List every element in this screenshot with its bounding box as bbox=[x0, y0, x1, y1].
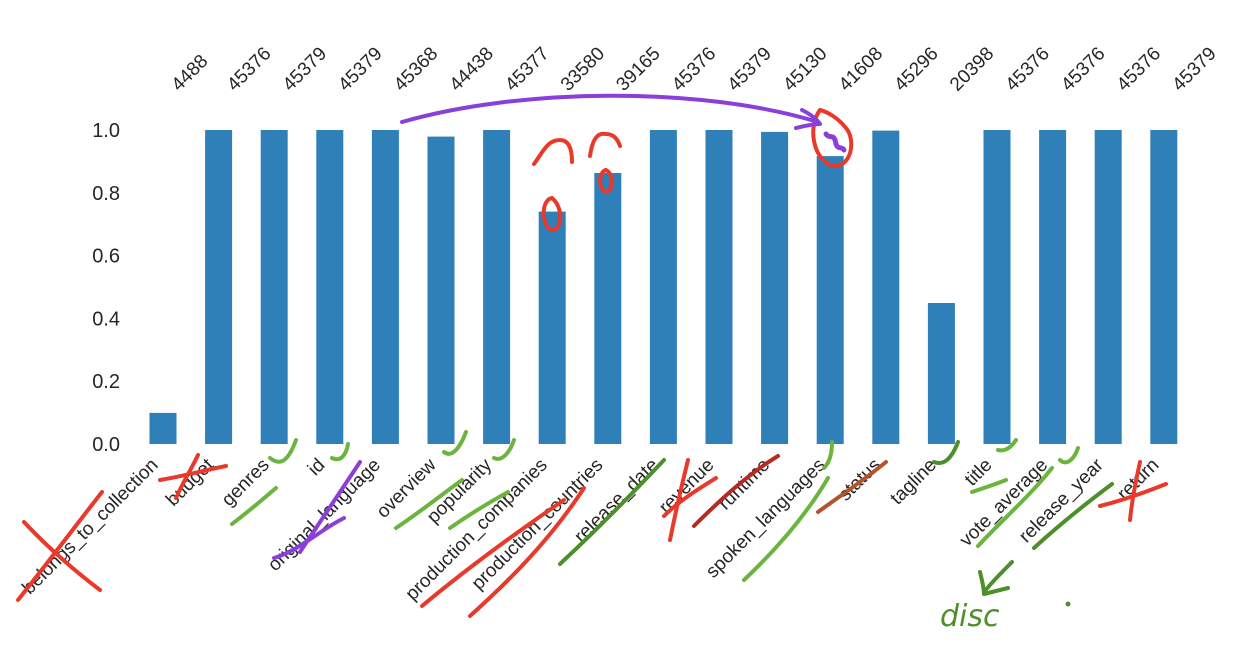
y-axis: 0.0 0.2 0.4 0.6 0.8 1.0 bbox=[92, 120, 120, 456]
count-label: 33580 bbox=[557, 43, 609, 95]
count-label: 41608 bbox=[835, 43, 887, 95]
count-label: 45377 bbox=[501, 43, 553, 95]
count-label: 39165 bbox=[612, 43, 664, 95]
count-label: 45368 bbox=[390, 43, 442, 95]
green-strike-mark bbox=[1032, 482, 1114, 550]
y-tick-label: 0.6 bbox=[92, 246, 120, 268]
bar-tagline bbox=[927, 303, 955, 444]
bar-return bbox=[1150, 130, 1178, 444]
count-label: 45376 bbox=[223, 43, 275, 95]
count-label: 45376 bbox=[1057, 43, 1109, 95]
bar-belongs-to-collection bbox=[149, 412, 177, 444]
handwritten-disc-text: disc bbox=[940, 599, 1000, 634]
red-cross-mark bbox=[1098, 460, 1168, 522]
count-label: 45130 bbox=[779, 43, 831, 95]
bar-release-date bbox=[649, 130, 677, 444]
y-tick-label: 0.4 bbox=[92, 308, 120, 330]
count-label: 45379 bbox=[1168, 43, 1220, 95]
red-markings bbox=[420, 138, 574, 608]
green-arrow-mark bbox=[978, 560, 1014, 596]
red-markings bbox=[468, 131, 622, 618]
count-labels: 4488 45376 45379 45379 45368 44438 45377 33580 3… bbox=[168, 43, 1221, 95]
green-check-mark bbox=[394, 430, 468, 530]
bar-budget bbox=[205, 130, 233, 444]
bar-vote-average bbox=[1039, 130, 1067, 444]
purple-cross-mark bbox=[272, 460, 362, 560]
green-check-mark bbox=[448, 438, 516, 530]
x-tick-label: belongs_to_collection bbox=[18, 455, 162, 599]
red-cross-mark bbox=[662, 458, 718, 542]
red-cross-mark bbox=[158, 453, 228, 500]
y-tick-label: 0.2 bbox=[92, 371, 120, 393]
bar-status bbox=[872, 130, 900, 444]
y-tick-label: 0.8 bbox=[92, 183, 120, 205]
count-label: 20398 bbox=[946, 43, 998, 95]
bar-revenue bbox=[705, 130, 733, 444]
green-check-mark bbox=[970, 438, 1018, 494]
count-label: 45376 bbox=[1113, 43, 1165, 95]
count-label: 45379 bbox=[724, 43, 776, 95]
count-label: 4488 bbox=[168, 51, 213, 96]
bar-popularity bbox=[483, 130, 511, 444]
count-label: 45376 bbox=[1002, 43, 1054, 95]
green-check-mark bbox=[330, 442, 350, 462]
purple-arrow-mark bbox=[400, 93, 822, 130]
green-check-mark bbox=[976, 446, 1080, 548]
bar-release-year bbox=[1094, 130, 1122, 444]
bar-id bbox=[316, 130, 344, 444]
x-tick-label: genres bbox=[218, 455, 274, 511]
brown-strike-mark bbox=[816, 460, 888, 514]
bar-production-companies bbox=[538, 211, 566, 444]
x-tick-label: id bbox=[304, 455, 329, 480]
x-tick-label: budget bbox=[162, 454, 218, 510]
y-tick-label: 0.0 bbox=[92, 434, 120, 456]
bar-overview bbox=[427, 136, 455, 444]
green-check-mark bbox=[230, 438, 298, 526]
green-strike-mark bbox=[558, 458, 666, 566]
green-dot-mark bbox=[1065, 601, 1071, 607]
bar-production-countries bbox=[594, 173, 622, 444]
red-cross-mark bbox=[16, 490, 104, 602]
bar-spoken-languages bbox=[816, 156, 844, 444]
count-label: 45296 bbox=[890, 43, 942, 95]
bars bbox=[149, 130, 1178, 444]
red-circle-mark bbox=[811, 108, 854, 169]
count-label: 45376 bbox=[668, 43, 720, 95]
y-tick-label: 1.0 bbox=[92, 120, 120, 142]
bar-title bbox=[983, 130, 1011, 444]
count-label: 45379 bbox=[334, 43, 386, 95]
handwritten-annotations: disc bbox=[16, 93, 1168, 634]
count-label: 44438 bbox=[446, 43, 498, 95]
bar-runtime bbox=[761, 131, 789, 444]
red-strike-mark bbox=[692, 454, 780, 528]
green-check-mark bbox=[742, 440, 834, 582]
green-check-mark bbox=[932, 440, 960, 465]
bar-original-language bbox=[371, 130, 399, 444]
bar-genres bbox=[260, 130, 288, 444]
count-label: 45379 bbox=[279, 43, 331, 95]
